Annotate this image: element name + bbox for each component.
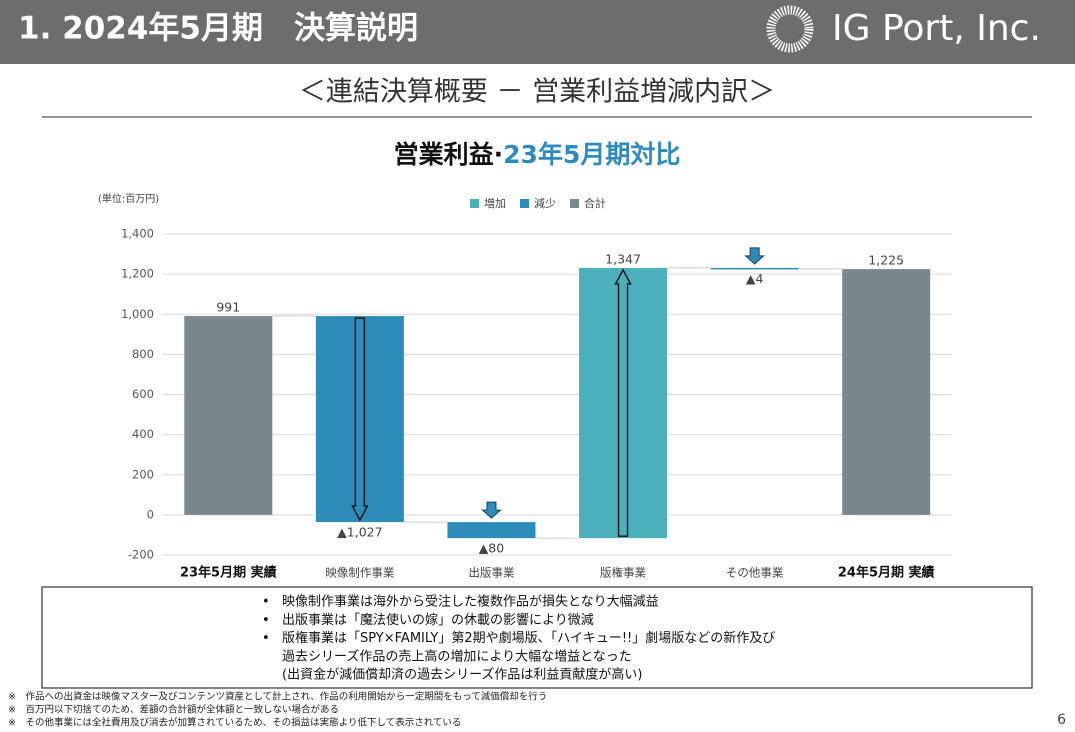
bullet-dot: • bbox=[262, 613, 270, 628]
legend-label: 合計 bbox=[584, 196, 606, 210]
chart-title-part: 23年5月期対比 bbox=[503, 140, 680, 169]
value-label: 991 bbox=[216, 300, 240, 315]
bullet-dot: • bbox=[262, 595, 270, 610]
value-label: 1,347 bbox=[605, 251, 641, 266]
header-title: 1. 2024年5月期 決算説明 bbox=[18, 11, 418, 47]
subtitle: ＜連結決算概要 － 営業利益増減内訳＞ bbox=[299, 77, 775, 108]
header-bar bbox=[0, 0, 1075, 64]
bar bbox=[842, 269, 931, 515]
footnote: ※ 作品への出資金は映像マスター及びコンテンツ資産として計上され、作品の利用開始… bbox=[8, 691, 547, 703]
bullet-text: (出資金が減価償却済の過去シリーズ作品は利益貢献度が高い) bbox=[282, 667, 643, 683]
x-tick-label: 24年5月期 実績 bbox=[838, 565, 935, 581]
logo-mark bbox=[766, 5, 814, 53]
value-label: ▲1,027 bbox=[337, 525, 382, 540]
chart-title-part: 営業利益· bbox=[394, 140, 504, 169]
value-label: ▲4 bbox=[746, 271, 764, 286]
y-tick-label: 0 bbox=[147, 507, 154, 521]
arrow bbox=[614, 268, 632, 537]
bar bbox=[579, 267, 668, 539]
value-label: ▲80 bbox=[479, 541, 505, 556]
arrow bbox=[351, 317, 369, 522]
bullet-text: 映像制作事業は海外から受注した複数作品が損失となり大幅減益 bbox=[282, 594, 659, 610]
bar bbox=[710, 267, 799, 270]
legend-swatch bbox=[570, 199, 579, 208]
bar bbox=[447, 522, 536, 539]
plot: 増加 減少 合計 -200 0 200 400 600 800 1,000 1,200 1,400 99… bbox=[121, 196, 952, 581]
notes-box bbox=[41, 586, 1033, 689]
y-tick-label: 1,200 bbox=[121, 267, 154, 281]
unit-label: (単位:百万円) bbox=[98, 192, 159, 205]
footnotes: ※ 作品への出資金は映像マスター及びコンテンツ資産として計上され、作品の利用開始… bbox=[8, 691, 547, 729]
logo-text: IG Port, Inc. bbox=[832, 8, 1041, 49]
x-tick-label: 出版事業 bbox=[468, 566, 514, 580]
footnote: ※ その他事業には全社費用及び消去が加算されているため、その損益は実態より低下し… bbox=[8, 717, 461, 729]
x-tick-label: 23年5月期 実績 bbox=[180, 565, 277, 581]
arrow bbox=[744, 247, 765, 265]
y-tick-label: 1,400 bbox=[121, 227, 154, 241]
bullet-text: 出版事業は「魔法使いの嫁」の休載の影響により微減 bbox=[282, 612, 594, 628]
x-tick-label: その他事業 bbox=[726, 566, 784, 580]
bullet-dot: • bbox=[262, 631, 270, 646]
y-tick-label: 1,000 bbox=[121, 307, 154, 321]
footnote: ※ 百万円以下切捨てのため、差額の合計額が全体額と一致しない場合がある bbox=[8, 704, 339, 716]
bullet-text: 過去シリーズ作品の売上高の増加により大幅な増益となった bbox=[282, 648, 632, 664]
y-tick-label: 400 bbox=[132, 427, 154, 441]
bullet-text: 版権事業は「SPY×FAMILY」第2期や劇場版、「ハイキュー!!」劇場版などの… bbox=[282, 630, 775, 646]
notes: • 映像制作事業は海外から受注した複数作品が損失となり大幅減益 • 出版事業は「魔法使… bbox=[262, 594, 775, 683]
legend-label: 減少 bbox=[534, 196, 556, 210]
value-label: 1,225 bbox=[868, 253, 904, 268]
arrow bbox=[481, 501, 502, 519]
chart-title: 営業利益·23年5月期対比 bbox=[394, 140, 681, 169]
y-tick-label: 800 bbox=[132, 347, 154, 361]
page-number: 6 bbox=[1057, 712, 1066, 728]
y-tick-label: 200 bbox=[132, 467, 154, 481]
legend-swatch bbox=[520, 199, 529, 208]
y-tick-label: 600 bbox=[132, 387, 154, 401]
legend-swatch bbox=[470, 199, 479, 208]
y-tick-label: -200 bbox=[128, 548, 154, 562]
x-tick-label: 映像制作事業 bbox=[325, 566, 394, 580]
bar bbox=[315, 316, 404, 523]
x-tick-label: 版権事業 bbox=[600, 566, 646, 580]
bar bbox=[184, 316, 273, 515]
legend-label: 増加 bbox=[484, 197, 506, 210]
